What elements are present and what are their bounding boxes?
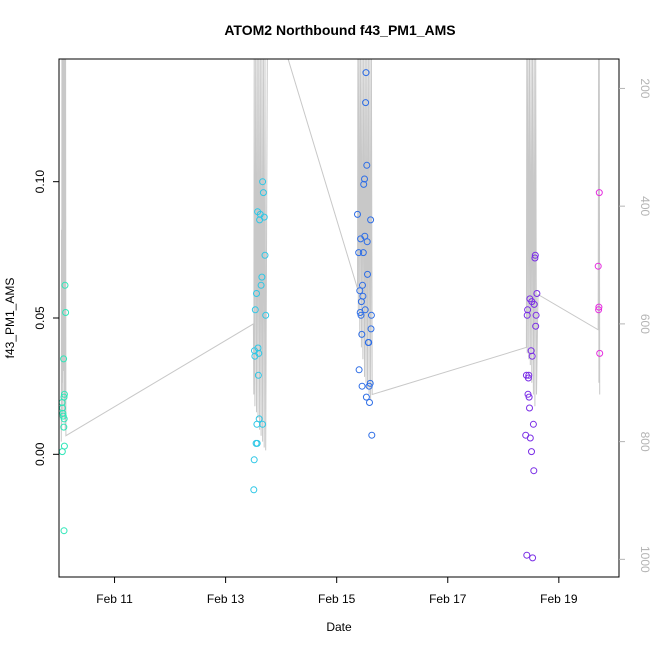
points-layer bbox=[58, 69, 604, 562]
data-point-1-6 bbox=[253, 290, 260, 297]
y2-tick-label-4: 1000 bbox=[638, 546, 650, 573]
data-point-2-31 bbox=[357, 311, 365, 319]
data-point-2-13 bbox=[361, 175, 368, 183]
data-point-2-8 bbox=[358, 382, 366, 390]
data-point-2-18 bbox=[363, 161, 371, 169]
y-tick-label-0: 0.00 bbox=[33, 442, 47, 466]
data-point-2-11 bbox=[359, 249, 367, 257]
data-point-3-11 bbox=[526, 434, 534, 442]
data-point-1-7 bbox=[253, 439, 261, 447]
y-tick-label-2: 0.10 bbox=[33, 170, 47, 194]
data-point-2-24 bbox=[366, 399, 373, 406]
data-point-1-16 bbox=[259, 178, 267, 186]
data-point-0-8 bbox=[62, 309, 70, 316]
data-point-2-0 bbox=[354, 210, 361, 218]
data-point-2-16 bbox=[362, 99, 370, 107]
data-point-3-17 bbox=[530, 467, 538, 475]
x-tick-label-0: Feb 11 bbox=[96, 592, 133, 606]
data-point-2-2 bbox=[355, 366, 363, 374]
data-point-1-20 bbox=[262, 311, 270, 319]
data-point-1-22 bbox=[253, 420, 261, 428]
data-point-2-3 bbox=[356, 287, 364, 295]
data-point-3-8 bbox=[525, 393, 533, 401]
y-axis-label: f43_PM1_AMS bbox=[3, 278, 17, 359]
data-point-1-23 bbox=[259, 420, 267, 428]
data-point-0-6 bbox=[60, 390, 68, 398]
data-point-3-4 bbox=[524, 306, 532, 314]
data-point-1-1 bbox=[250, 486, 258, 494]
data-point-3-23 bbox=[533, 290, 541, 297]
data-point-0-9 bbox=[60, 415, 68, 423]
x-tick-label-2: Feb 15 bbox=[318, 592, 356, 606]
x-tick-label-4: Feb 19 bbox=[540, 592, 578, 606]
data-point-3-6 bbox=[524, 374, 532, 382]
data-point-2-30 bbox=[362, 393, 370, 401]
data-point-2-10 bbox=[359, 292, 367, 300]
x-axis: Feb 11 Feb 13 Feb 15 Feb 17 Feb 19 bbox=[96, 577, 578, 606]
data-point-2-20 bbox=[364, 270, 371, 278]
data-point-2-12 bbox=[360, 180, 368, 188]
data-point-3-21 bbox=[532, 322, 540, 330]
data-point-2-1 bbox=[355, 249, 363, 257]
right-axis-series-line bbox=[60, 58, 601, 451]
data-point-1-9 bbox=[254, 344, 262, 352]
data-point-4-1 bbox=[595, 306, 603, 314]
data-point-3-18 bbox=[530, 300, 538, 308]
data-point-1-14 bbox=[257, 281, 265, 289]
data-point-2-15 bbox=[361, 306, 369, 314]
right-axis-line-layer bbox=[60, 58, 601, 451]
data-point-1-18 bbox=[260, 213, 268, 221]
y2-tick-label-1: 400 bbox=[638, 196, 650, 216]
data-point-0-4 bbox=[60, 355, 68, 363]
data-point-3-13 bbox=[528, 448, 535, 456]
y-tick-label-1: 0.05 bbox=[33, 306, 47, 330]
data-point-4-0 bbox=[594, 262, 602, 270]
data-point-3-9 bbox=[526, 404, 533, 412]
y2-tick-label-0: 200 bbox=[638, 78, 650, 98]
data-point-0-13 bbox=[60, 527, 68, 535]
data-point-2-17 bbox=[362, 69, 370, 77]
data-point-1-4 bbox=[251, 306, 259, 314]
data-point-3-19 bbox=[531, 254, 539, 262]
data-point-1-11 bbox=[255, 349, 263, 357]
data-point-4-3 bbox=[595, 189, 603, 197]
data-point-2-22 bbox=[365, 339, 373, 346]
data-point-1-10 bbox=[254, 371, 262, 379]
data-point-3-24 bbox=[528, 352, 536, 360]
y2-tick-label-3: 800 bbox=[638, 432, 650, 452]
data-point-3-22 bbox=[532, 311, 540, 319]
data-point-2-27 bbox=[367, 325, 375, 333]
y2-axis: 200 400 600 800 1000 bbox=[619, 78, 650, 573]
data-point-3-15 bbox=[529, 554, 537, 562]
data-point-3-2 bbox=[523, 551, 531, 559]
data-point-3-20 bbox=[531, 251, 539, 259]
data-point-0-10 bbox=[60, 423, 68, 431]
data-point-2-25 bbox=[366, 379, 374, 387]
data-point-0-7 bbox=[61, 281, 69, 289]
data-point-2-19 bbox=[363, 238, 371, 246]
x-axis-label: Date bbox=[326, 620, 352, 634]
data-point-2-29 bbox=[368, 431, 376, 439]
data-point-2-26 bbox=[367, 216, 375, 224]
data-point-3-7 bbox=[525, 371, 533, 379]
data-point-4-2 bbox=[595, 303, 603, 311]
chart-title: ATOM2 Northbound f43_PM1_AMS bbox=[224, 22, 455, 38]
y2-tick-label-2: 600 bbox=[638, 314, 650, 334]
data-point-1-15 bbox=[258, 273, 266, 281]
data-point-0-12 bbox=[58, 448, 66, 456]
data-point-2-9 bbox=[359, 281, 366, 289]
data-point-1-19 bbox=[261, 251, 269, 259]
x-tick-label-3: Feb 17 bbox=[429, 592, 467, 606]
data-point-4-4 bbox=[596, 349, 604, 357]
y-axis: 0.00 0.05 0.10 bbox=[33, 170, 59, 466]
data-point-1-17 bbox=[259, 189, 267, 197]
x-tick-label-1: Feb 13 bbox=[207, 592, 245, 606]
data-point-3-16 bbox=[529, 420, 537, 428]
data-point-1-0 bbox=[250, 456, 258, 464]
data-point-0-5 bbox=[60, 393, 68, 401]
data-point-2-7 bbox=[358, 330, 366, 338]
data-point-2-28 bbox=[367, 311, 375, 319]
